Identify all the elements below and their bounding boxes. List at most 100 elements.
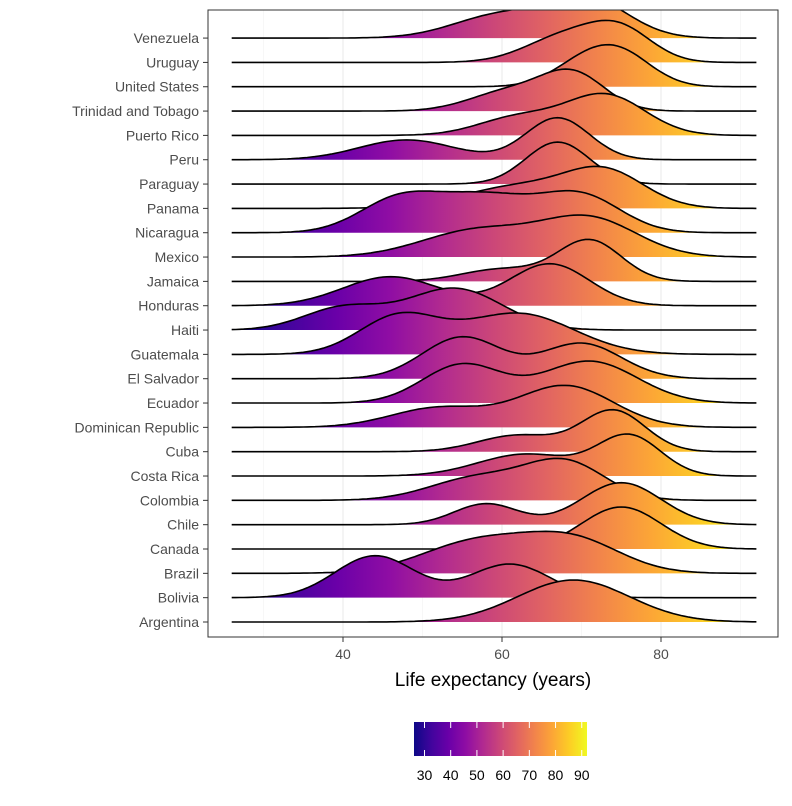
y-tick-label: Trinidad and Tobago bbox=[72, 103, 199, 119]
ridge-panama bbox=[231, 165, 757, 210]
ridge-curve bbox=[231, 116, 757, 161]
y-axis: Venezuela Uruguay United States Trinidad an… bbox=[72, 30, 208, 630]
ridge-curve bbox=[231, 311, 757, 356]
ridge-fill bbox=[231, 361, 757, 404]
colorbar-tick-label: 70 bbox=[522, 767, 538, 783]
x-axis: 40 60 80 bbox=[335, 637, 669, 662]
ridge-costa-rica bbox=[231, 433, 757, 477]
y-tick-label: Uruguay bbox=[146, 54, 199, 70]
ridge-united-states bbox=[231, 43, 757, 88]
ridge-fill bbox=[231, 434, 757, 477]
y-tick-label: Canada bbox=[150, 541, 199, 557]
ridge-curve bbox=[231, 214, 757, 258]
ridge-paraguay bbox=[231, 141, 757, 185]
ridge-curve bbox=[231, 10, 757, 39]
ridge-fill bbox=[231, 263, 757, 306]
ridges bbox=[231, 10, 757, 623]
ridge-fill bbox=[231, 166, 757, 209]
ridge-fill bbox=[231, 215, 757, 258]
ridge-curve bbox=[231, 165, 757, 210]
ridge-fill bbox=[231, 288, 757, 331]
y-tick-label: Mexico bbox=[155, 249, 200, 265]
ridge-brazil bbox=[231, 530, 757, 575]
ridge-curve bbox=[231, 335, 757, 380]
colorbar-tick-label: 80 bbox=[548, 767, 564, 783]
y-tick-label: Bolivia bbox=[158, 590, 199, 606]
y-tick-label: Venezuela bbox=[134, 30, 200, 46]
y-tick-label: Ecuador bbox=[147, 395, 199, 411]
y-tick-label: Costa Rica bbox=[131, 468, 200, 484]
ridge-guatemala bbox=[231, 311, 757, 356]
ridge-el-salvador bbox=[231, 335, 757, 380]
ridge-fill bbox=[231, 336, 757, 379]
y-tick-label: Dominican Republic bbox=[74, 419, 199, 435]
ridge-curve bbox=[231, 238, 757, 283]
y-tick-label: Nicaragua bbox=[135, 225, 199, 241]
ridge-curve bbox=[231, 433, 757, 477]
y-tick-label: El Salvador bbox=[127, 371, 199, 387]
ridge-fill bbox=[231, 507, 757, 550]
y-tick-label: Jamaica bbox=[147, 273, 199, 289]
panel-border bbox=[207, 9, 779, 638]
y-tick-label: Paraguay bbox=[139, 176, 199, 192]
ridge-curve bbox=[231, 481, 757, 526]
y-tick-label: Honduras bbox=[138, 298, 199, 314]
y-tick-label: Panama bbox=[147, 200, 199, 216]
ridge-trinidad-and-tobago bbox=[231, 68, 757, 112]
ridge-curve bbox=[231, 92, 757, 137]
ridge-puerto-rico bbox=[231, 92, 757, 137]
y-tick-label: Argentina bbox=[139, 614, 199, 630]
ridge-curve bbox=[231, 554, 757, 599]
x-tick-label: 40 bbox=[335, 646, 351, 662]
ridge-curve bbox=[231, 360, 757, 404]
ridge-fill bbox=[231, 93, 757, 136]
ridge-peru bbox=[231, 116, 757, 161]
ridge-haiti bbox=[231, 287, 757, 331]
ridge-jamaica bbox=[231, 238, 757, 283]
colorbar-tick-label: 90 bbox=[574, 767, 590, 783]
ridge-fill bbox=[231, 312, 757, 355]
y-tick-label: Haiti bbox=[171, 322, 199, 338]
ridge-fill bbox=[231, 580, 757, 622]
ridge-argentina bbox=[231, 579, 757, 623]
ridge-curve bbox=[231, 384, 757, 429]
colorbar-tick-label: 60 bbox=[495, 767, 511, 783]
ridge-curve bbox=[231, 189, 757, 234]
y-tick-label: Brazil bbox=[164, 565, 199, 581]
x-tick-label: 80 bbox=[653, 646, 669, 662]
colorbar-ticks: 30 40 50 60 70 80 90 bbox=[417, 722, 590, 783]
y-tick-label: Puerto Rico bbox=[126, 127, 199, 143]
ridge-fill bbox=[231, 190, 757, 233]
ridge-fill bbox=[231, 555, 757, 598]
colorbar-tick-label: 40 bbox=[443, 767, 459, 783]
colorbar bbox=[414, 722, 587, 756]
ridge-curve bbox=[231, 408, 757, 453]
ridge-curve bbox=[231, 287, 757, 331]
y-tick-label: Cuba bbox=[166, 444, 200, 460]
ridge-curve bbox=[231, 19, 757, 64]
ridge-honduras bbox=[231, 262, 757, 307]
ridge-fill bbox=[231, 117, 757, 160]
ridge-curve bbox=[231, 68, 757, 112]
y-tick-label: Peru bbox=[169, 152, 199, 168]
colorbar-tick-label: 50 bbox=[469, 767, 485, 783]
colorbar-legend: 30 40 50 60 70 80 90 bbox=[414, 722, 590, 783]
ridge-mexico bbox=[231, 214, 757, 258]
y-tick-label: Chile bbox=[167, 517, 199, 533]
ridge-curve bbox=[231, 262, 757, 307]
ridge-nicaragua bbox=[231, 189, 757, 234]
ridge-fill bbox=[231, 69, 757, 112]
y-tick-label: Guatemala bbox=[131, 346, 200, 362]
x-tick-label: 60 bbox=[494, 646, 510, 662]
ridge-fill bbox=[231, 531, 757, 574]
ridge-curve bbox=[231, 457, 757, 502]
ridge-curve bbox=[231, 579, 757, 623]
y-tick-label: Colombia bbox=[140, 492, 199, 508]
ridge-curve bbox=[231, 43, 757, 88]
ridge-curve bbox=[231, 141, 757, 185]
ridge-ecuador bbox=[231, 360, 757, 404]
ridge-curve bbox=[231, 530, 757, 575]
y-tick-label: United States bbox=[115, 79, 199, 95]
colorbar-tick-label: 30 bbox=[417, 767, 433, 783]
